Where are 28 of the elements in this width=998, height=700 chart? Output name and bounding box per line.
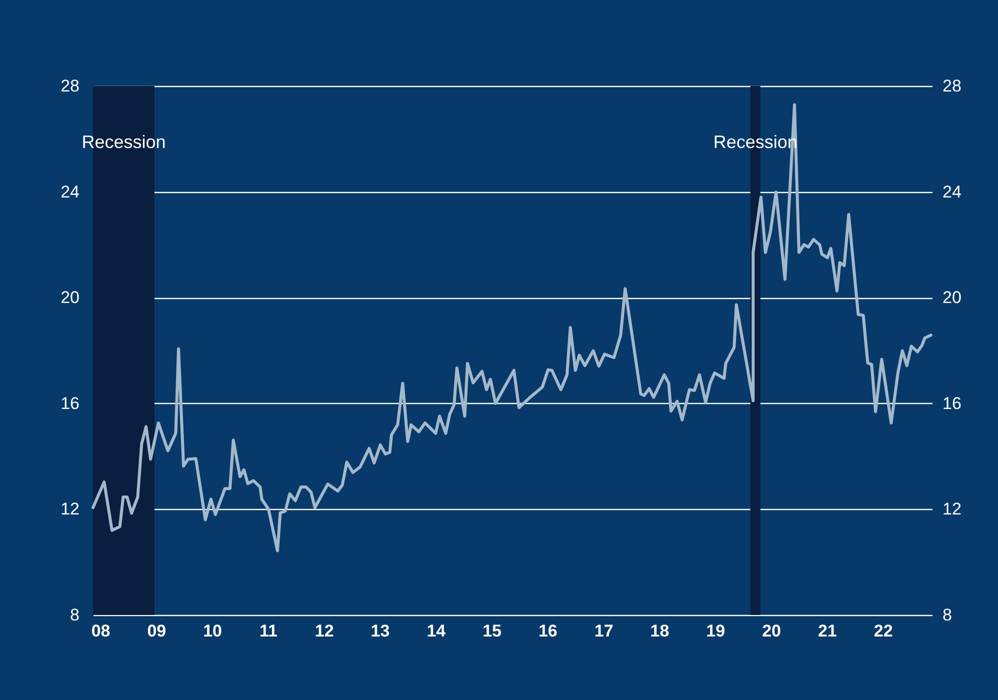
x-tick-label: 20 [762,622,781,640]
y2-tick-label: 24 [942,182,962,202]
x-tick-label: 11 [259,622,278,640]
x-tick-label: 19 [706,622,726,640]
y2-tick-label: 12 [942,500,962,519]
x-tick-label: 09 [147,622,166,640]
y2-tick-label: 16 [942,394,962,413]
x-tick-label: 10 [203,622,222,640]
x-tick-label: 17 [594,622,614,640]
x-tick-label: 13 [370,622,390,640]
x-tick-label: 08 [91,622,110,640]
y-tick-label: 20 [60,288,80,308]
x-tick-label: 14 [426,622,446,640]
y-tick-label: 24 [60,182,80,202]
x-tick-label: 15 [482,622,502,640]
y2-tick-label: 28 [942,76,962,96]
y2-tick-label: 8 [942,606,952,624]
y2-tick-label: 20 [942,288,962,308]
y-tick-label: 12 [60,500,80,519]
x-tick-label: 18 [650,622,670,640]
y-tick-label: 8 [70,606,80,624]
x-tick-label: 21 [818,622,837,640]
y-tick-label: 28 [60,76,80,96]
y-tick-label: 16 [60,394,80,413]
x-tick-label: 22 [874,622,893,640]
x-tick-label: 16 [538,622,558,640]
x-tick-label: 12 [314,622,334,640]
band-label: Recession [82,132,166,152]
